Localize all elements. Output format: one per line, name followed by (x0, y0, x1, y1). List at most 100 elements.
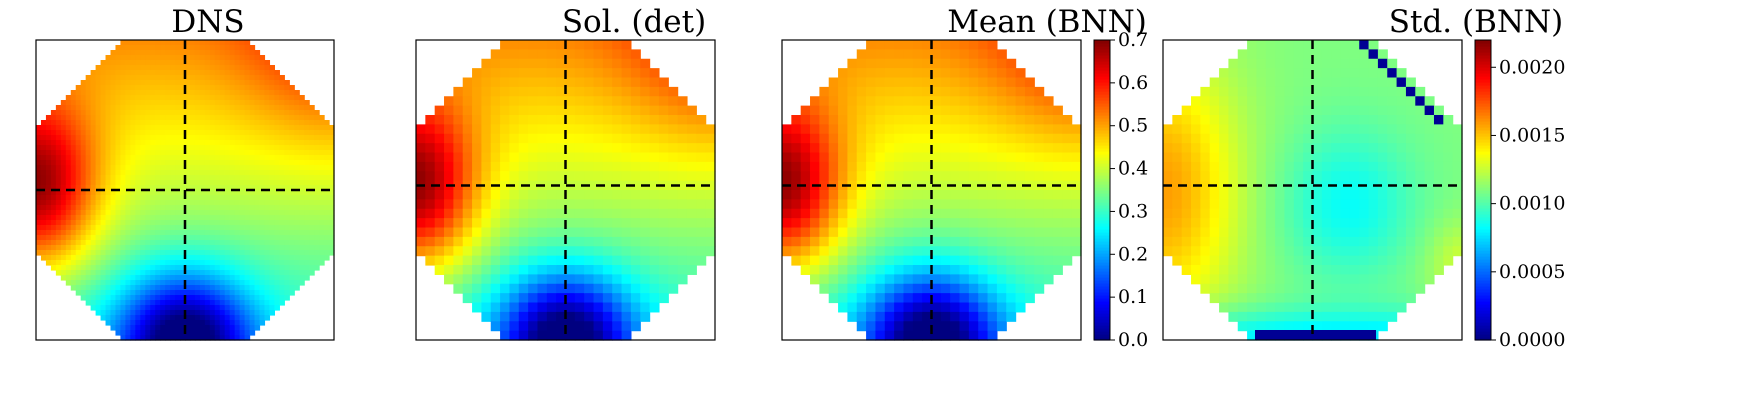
heat-cell (640, 265, 651, 275)
colorbar-segment (1094, 331, 1110, 335)
heat-cell (329, 215, 335, 221)
heat-cell (289, 105, 295, 111)
heat-cell (1034, 105, 1045, 116)
heat-cell (304, 140, 310, 146)
heat-cell (959, 302, 970, 313)
heat-cell (434, 124, 445, 135)
heat-cell (204, 155, 211, 161)
heat-cell (80, 145, 87, 151)
heat-cell (940, 246, 951, 257)
heat-cell (537, 208, 548, 219)
heat-cell (45, 260, 52, 266)
heat-cell (209, 165, 216, 171)
heat-cell (170, 230, 176, 236)
heat-cell (175, 145, 181, 151)
heat-cell (259, 155, 266, 161)
heat-cell (537, 283, 548, 294)
heat-cell (219, 255, 226, 261)
heat-cell (434, 199, 445, 210)
heat-cell (284, 280, 290, 286)
heat-cell (110, 245, 117, 251)
heat-cell (219, 300, 226, 306)
heat-cell (150, 270, 156, 276)
heat-cell (175, 190, 181, 196)
heat-cell (931, 218, 942, 229)
heat-cell (165, 200, 171, 206)
heat-cell (194, 110, 201, 116)
heat-cell (224, 110, 231, 116)
heat-cell (269, 125, 275, 131)
heat-cell (574, 265, 585, 275)
heat-cell (239, 115, 246, 121)
heat-cell (677, 143, 688, 154)
heat-cell (60, 185, 67, 191)
heat-cell (866, 40, 877, 50)
heat-cell (500, 293, 511, 304)
heat-cell (884, 152, 895, 163)
heat-cell (284, 260, 290, 266)
heat-cell (224, 275, 231, 281)
heat-cell (324, 155, 330, 161)
heat-cell (856, 49, 867, 60)
heat-cell (314, 195, 320, 201)
heat-cell (1062, 236, 1073, 247)
heat-cell (175, 265, 181, 271)
heat-cell (224, 165, 231, 171)
heat-cell (105, 280, 112, 286)
heat-cell (140, 335, 146, 341)
heat-cell (199, 45, 206, 51)
heat-cell (45, 195, 52, 201)
heat-cell (279, 80, 285, 86)
heat-cell (105, 245, 112, 251)
heat-cell (185, 90, 191, 96)
heat-cell (1062, 255, 1073, 266)
heat-cell (1043, 265, 1054, 275)
heat-cell (284, 225, 290, 231)
heat-cell (444, 190, 454, 200)
heat-cell (968, 265, 979, 275)
heat-cell (70, 240, 77, 246)
heat-cell (189, 45, 196, 51)
heat-cell (978, 77, 989, 88)
heat-cell (425, 133, 436, 144)
heat-cell (204, 125, 211, 131)
heat-cell (110, 80, 117, 86)
heat-cell (185, 255, 191, 261)
heat-cell (204, 80, 211, 86)
heat-cell (987, 124, 998, 135)
heat-cell (75, 175, 82, 181)
heat-cell (239, 145, 246, 151)
heat-cell (528, 49, 539, 60)
heat-cell (150, 40, 156, 46)
heat-cell (314, 245, 320, 251)
heat-cell (314, 175, 320, 181)
heat-cell (269, 295, 275, 301)
heat-cell (55, 145, 62, 151)
heat-cell (294, 260, 300, 266)
heat-cell (284, 195, 290, 201)
heat-cell (1062, 246, 1073, 257)
heat-cell (219, 60, 226, 66)
heat-cell (115, 320, 122, 326)
heat-cell (658, 227, 669, 238)
heat-cell (284, 105, 290, 111)
heat-cell (677, 171, 688, 182)
heat-cell (903, 236, 914, 247)
heat-cell (85, 105, 92, 111)
heat-cell (239, 40, 246, 46)
heat-cell (100, 215, 107, 221)
heat-cell (847, 115, 858, 125)
heat-cell (130, 180, 136, 186)
heat-cell (987, 171, 998, 182)
heat-cell (185, 305, 191, 311)
heat-cell (209, 115, 216, 121)
heat-cell (189, 50, 196, 56)
heat-cell (875, 302, 886, 313)
heat-cell (155, 130, 161, 136)
heat-cell (234, 80, 241, 86)
heat-cell (120, 220, 126, 226)
heat-cell (170, 280, 176, 286)
heat-cell (940, 302, 951, 313)
heat-cell (204, 115, 211, 121)
heat-cell (500, 152, 511, 163)
